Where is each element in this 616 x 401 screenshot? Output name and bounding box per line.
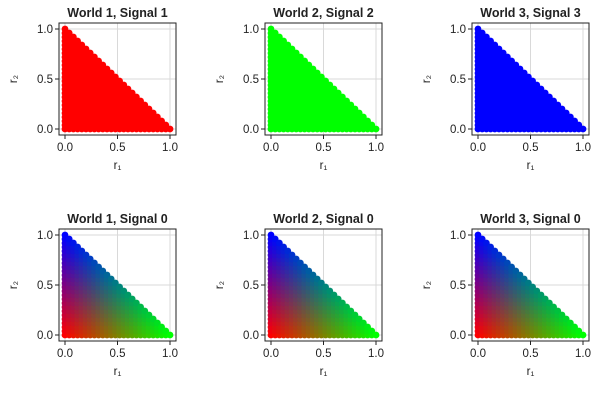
scatter-points: [474, 25, 587, 133]
x-tick-label: 1.0: [368, 142, 384, 154]
y-axis-label: r₂: [8, 75, 20, 83]
chart-title: World 1, Signal 1: [67, 6, 168, 20]
x-tick-label: 0.0: [470, 348, 486, 360]
x-tick-label: 0.0: [470, 142, 486, 154]
data-point: [372, 125, 380, 133]
chart-title: World 1, Signal 0: [67, 212, 168, 226]
x-tick-label: 0.0: [263, 142, 279, 154]
y-axis-label: r₂: [421, 75, 433, 83]
x-tick-label: 0.5: [316, 348, 332, 360]
x-tick-label: 0.5: [523, 142, 539, 154]
chart-title: World 2, Signal 0: [273, 212, 374, 226]
y-tick-label: 0.0: [243, 330, 259, 342]
y-tick-label: 0.5: [450, 74, 466, 86]
x-axis-label: r₁: [527, 366, 535, 378]
data-point: [579, 331, 587, 339]
scatter-points: [267, 231, 380, 339]
chart-panel-4: World 1, Signal 0 0.0 0.0 0.5 0.5 1.0 1.0 r₁ r₂: [8, 212, 178, 378]
x-axis-label: r₁: [320, 366, 328, 378]
x-axis-label: r₁: [114, 366, 122, 378]
chart-title: World 3, Signal 3: [480, 6, 581, 20]
chart-panel-3: World 3, Signal 3 0.0 0.0 0.5 0.5 1.0 1.0 r₁ r₂: [421, 6, 591, 172]
chart-panel-1: World 1, Signal 1 0.0 0.0 0.5 0.5 1.0 1.0 r₁ r₂: [8, 6, 178, 172]
y-axis-label: r₂: [214, 75, 226, 83]
y-tick-label: 0.5: [243, 74, 259, 86]
y-tick-label: 0.0: [450, 124, 466, 136]
data-point: [579, 125, 587, 133]
x-axis-label: r₁: [114, 160, 122, 172]
scatter-points: [61, 231, 174, 339]
y-tick-label: 1.0: [37, 230, 53, 242]
y-tick-label: 0.0: [243, 124, 259, 136]
scatter-points: [267, 25, 380, 133]
y-tick-label: 1.0: [450, 24, 466, 36]
data-point: [166, 331, 174, 339]
x-tick-label: 1.0: [575, 348, 591, 360]
chart-title: World 3, Signal 0: [480, 212, 581, 226]
y-axis-label: r₂: [214, 281, 226, 289]
x-axis-label: r₁: [527, 160, 535, 172]
y-tick-label: 0.0: [37, 124, 53, 136]
chart-panel-5: World 2, Signal 0 0.0 0.0 0.5 0.5 1.0 1.0 r₁ r₂: [214, 212, 384, 378]
x-tick-label: 0.0: [57, 142, 73, 154]
y-tick-label: 1.0: [450, 230, 466, 242]
chart-panel-2: World 2, Signal 2 0.0 0.0 0.5 0.5 1.0 1.0 r₁ r₂: [214, 6, 384, 172]
x-tick-label: 0.5: [316, 142, 332, 154]
y-tick-label: 0.5: [37, 74, 53, 86]
x-tick-label: 0.0: [263, 348, 279, 360]
y-tick-label: 0.0: [37, 330, 53, 342]
y-tick-label: 0.5: [37, 280, 53, 292]
scatter-points: [61, 25, 174, 133]
x-tick-label: 1.0: [575, 142, 591, 154]
x-tick-label: 0.5: [110, 348, 126, 360]
x-tick-label: 0.5: [110, 142, 126, 154]
y-axis-label: r₂: [421, 281, 433, 289]
x-tick-label: 1.0: [162, 142, 178, 154]
x-tick-label: 0.5: [523, 348, 539, 360]
scatter-points: [474, 231, 587, 339]
x-tick-label: 1.0: [368, 348, 384, 360]
x-tick-label: 1.0: [162, 348, 178, 360]
data-point: [166, 125, 174, 133]
y-tick-label: 1.0: [243, 24, 259, 36]
x-tick-label: 0.0: [57, 348, 73, 360]
y-tick-label: 0.5: [243, 280, 259, 292]
y-tick-label: 1.0: [37, 24, 53, 36]
y-axis-label: r₂: [8, 281, 20, 289]
y-tick-label: 0.5: [450, 280, 466, 292]
y-tick-label: 0.0: [450, 330, 466, 342]
y-tick-label: 1.0: [243, 230, 259, 242]
data-point: [372, 331, 380, 339]
chart-title: World 2, Signal 2: [273, 6, 374, 20]
chart-panel-6: World 3, Signal 0 0.0 0.0 0.5 0.5 1.0 1.0 r₁ r₂: [421, 212, 591, 378]
x-axis-label: r₁: [320, 160, 328, 172]
